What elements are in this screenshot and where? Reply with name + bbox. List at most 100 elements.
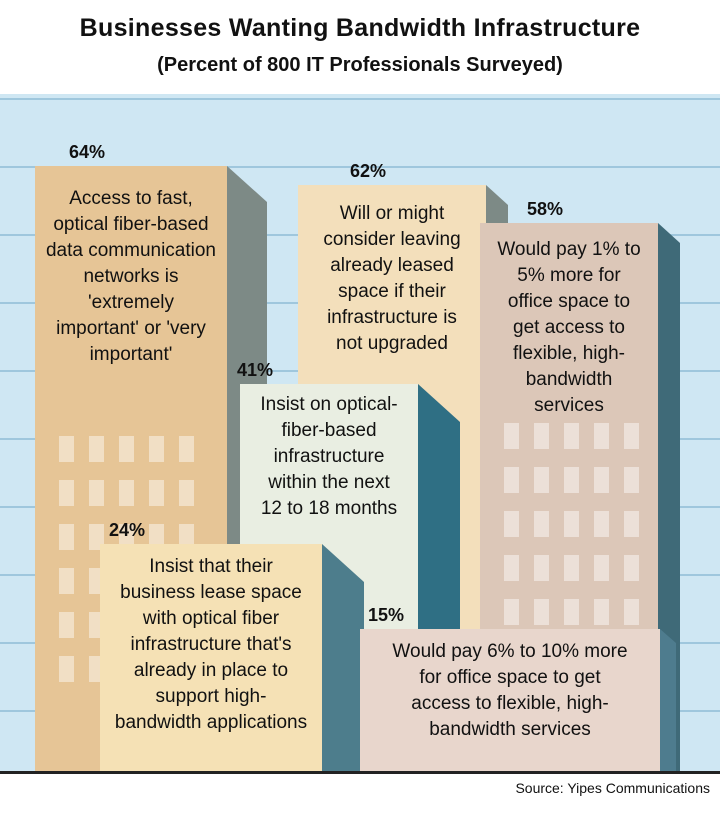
window (564, 423, 579, 449)
window (59, 568, 74, 594)
description-line: services (534, 395, 604, 416)
window (59, 480, 74, 506)
description-line: infrastructure that's (130, 634, 292, 655)
value-label: 24% (109, 520, 146, 540)
window (504, 467, 519, 493)
description-line: data communication (45, 240, 217, 261)
building-side (322, 544, 364, 771)
window (594, 423, 609, 449)
sky-line (0, 166, 720, 168)
window (594, 599, 609, 625)
sky-line (0, 98, 720, 100)
window (594, 511, 609, 537)
description-line: bandwidth services (429, 719, 591, 740)
window (534, 555, 549, 581)
building-side (660, 629, 676, 771)
building-description: Insist that their business lease space wit… (103, 554, 319, 736)
window (564, 511, 579, 537)
ground-line (0, 771, 720, 774)
window (89, 436, 104, 462)
building-front: Would pay 6% to 10% more for office space… (360, 629, 660, 771)
description-line: office space to (507, 291, 631, 312)
building-description: Would pay 6% to 10% more for office space… (365, 639, 655, 743)
description-line: Would pay 6% to 10% more (392, 641, 628, 662)
building-description: Will or might consider leaving already lea… (304, 201, 480, 357)
window (89, 524, 104, 550)
window (149, 480, 164, 506)
window (624, 467, 639, 493)
building-description: Insist on optical-fiber-based infrastruct… (244, 392, 414, 522)
window (149, 436, 164, 462)
building-front: Insist that their business lease space wit… (100, 544, 322, 771)
window (179, 524, 194, 550)
description-line: optical fiber-based (53, 214, 209, 235)
window (564, 467, 579, 493)
description-line: business lease space (120, 582, 302, 603)
window (534, 423, 549, 449)
value-label: 64% (69, 142, 106, 162)
building-description: Would pay 1% to 5% more for office space t… (485, 237, 653, 419)
description-line: within the next (268, 472, 390, 493)
window (504, 423, 519, 449)
window (119, 480, 134, 506)
description-line: access to flexible, high- (411, 693, 609, 714)
description-line: get access to (513, 317, 625, 338)
description-line: 5% more for (517, 265, 621, 286)
description-line: already in place to (133, 660, 289, 681)
window (504, 511, 519, 537)
description-line: Insist on optical- (260, 394, 398, 415)
description-line: with optical fiber (142, 608, 280, 629)
building-bar: Insist that their business lease space wit… (100, 544, 364, 771)
description-line: Will or might (339, 203, 445, 224)
description-line: Would pay 1% to (497, 239, 641, 260)
window (594, 467, 609, 493)
description-line: 12 to 18 months (260, 498, 398, 519)
building-description: Access to fast, optical fiber-based data c… (41, 186, 221, 368)
window (504, 599, 519, 625)
value-label: 15% (368, 605, 405, 625)
description-line: consider leaving (323, 229, 461, 250)
window (149, 524, 164, 550)
value-label: 41% (237, 360, 274, 380)
window (564, 555, 579, 581)
description-line: Access to fast, (69, 188, 193, 209)
window (624, 423, 639, 449)
window (624, 599, 639, 625)
window (534, 467, 549, 493)
window (59, 524, 74, 550)
description-line: not upgraded (336, 333, 448, 354)
description-line: important' or 'very (56, 318, 206, 339)
description-line: fiber-based (281, 420, 377, 441)
description-line: for office space to get (419, 667, 601, 688)
window (179, 480, 194, 506)
window (564, 599, 579, 625)
description-line: infrastructure (273, 446, 385, 467)
description-line: networks is (83, 266, 179, 287)
value-label: 62% (350, 161, 387, 181)
window (504, 555, 519, 581)
window (624, 511, 639, 537)
window (594, 555, 609, 581)
description-line: already leased (330, 255, 454, 276)
window (119, 436, 134, 462)
description-line: bandwidth (525, 369, 613, 390)
window (624, 555, 639, 581)
chart-title: Businesses Wanting Bandwidth Infrastruct… (79, 14, 641, 42)
description-line: flexible, high- (513, 343, 625, 364)
window (59, 612, 74, 638)
window (89, 480, 104, 506)
window (119, 524, 134, 550)
description-line: space if their (338, 281, 446, 302)
description-line: support high- (155, 686, 267, 707)
window (534, 511, 549, 537)
building-bar: Would pay 6% to 10% more for office space… (360, 629, 676, 771)
window (534, 599, 549, 625)
value-label: 58% (527, 199, 564, 219)
description-line: Insist that their (149, 556, 273, 577)
window (59, 656, 74, 682)
window (59, 436, 74, 462)
description-line: bandwidth applications (114, 712, 308, 733)
chart-subtitle: (Percent of 800 IT Professionals Surveye… (157, 54, 563, 76)
source-note: Source: Yipes Communications (515, 780, 710, 796)
